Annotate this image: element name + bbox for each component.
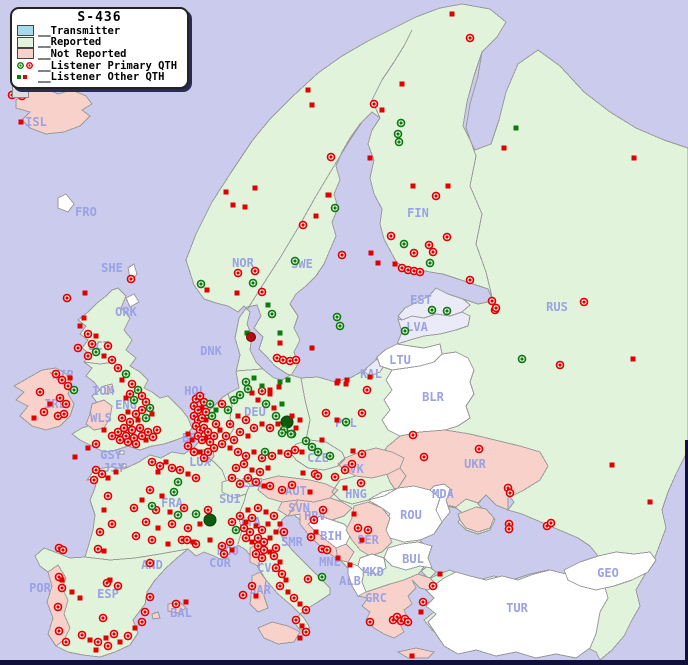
country-latvia[interactable] — [396, 311, 471, 345]
not-reported-swatch-icon — [17, 48, 34, 60]
country-guernsey[interactable] — [118, 450, 125, 455]
legend-label: __Listener Primary QTH — [38, 59, 178, 72]
country-jersey[interactable] — [120, 463, 127, 468]
bottom-border — [0, 660, 688, 665]
country-iceland[interactable] — [15, 87, 93, 135]
legend-label: __Not Reported — [38, 47, 127, 60]
legend-row-not-reported: __Not Reported — [17, 48, 182, 60]
country-ireland[interactable] — [13, 367, 75, 431]
country-bulgaria[interactable] — [383, 541, 433, 571]
country-georgia[interactable] — [563, 551, 657, 591]
legend-row-listener-primary: __Listener Primary QTH — [17, 60, 182, 72]
legend-label: __Listener Other QTH — [38, 71, 165, 84]
country-turkey[interactable] — [424, 569, 609, 659]
country-sicily[interactable] — [257, 621, 301, 645]
country-crimea[interactable] — [457, 506, 495, 533]
country-border — [465, 51, 494, 302]
legend-row-transmitter: __Transmitter — [17, 25, 182, 37]
country-faroe[interactable] — [57, 193, 75, 213]
country-crete[interactable] — [396, 647, 435, 659]
legend-label: __Transmitter — [38, 24, 121, 37]
country-border — [246, 111, 373, 311]
country-border — [84, 548, 189, 561]
legend-label: __Reported — [38, 36, 102, 49]
legend-title: S-436 — [77, 10, 122, 25]
legend-box: S-436 __Transmitter __Reported __Not Rep… — [10, 7, 189, 89]
country-orkney[interactable] — [125, 293, 140, 308]
country-border — [213, 461, 227, 481]
country-border — [235, 368, 263, 372]
country-bosnia[interactable] — [307, 515, 353, 549]
country-border — [331, 467, 407, 505]
listener-primary-qth-icon — [17, 61, 34, 70]
listener-other-qth-icon — [17, 73, 34, 82]
legend-row-listener-other: __Listener Other QTH — [17, 71, 182, 83]
transmitter-swatch-icon — [17, 25, 34, 37]
country-balearic-ibiza[interactable] — [151, 611, 161, 620]
country-shetland[interactable] — [127, 263, 138, 284]
reported-swatch-icon — [17, 36, 34, 48]
legend-row-reported: __Reported — [17, 36, 182, 49]
right-border — [685, 440, 688, 665]
country-isle-of-man[interactable] — [103, 383, 115, 395]
country-balearic-mallorca[interactable] — [167, 601, 187, 614]
country-belarus[interactable] — [381, 351, 475, 437]
